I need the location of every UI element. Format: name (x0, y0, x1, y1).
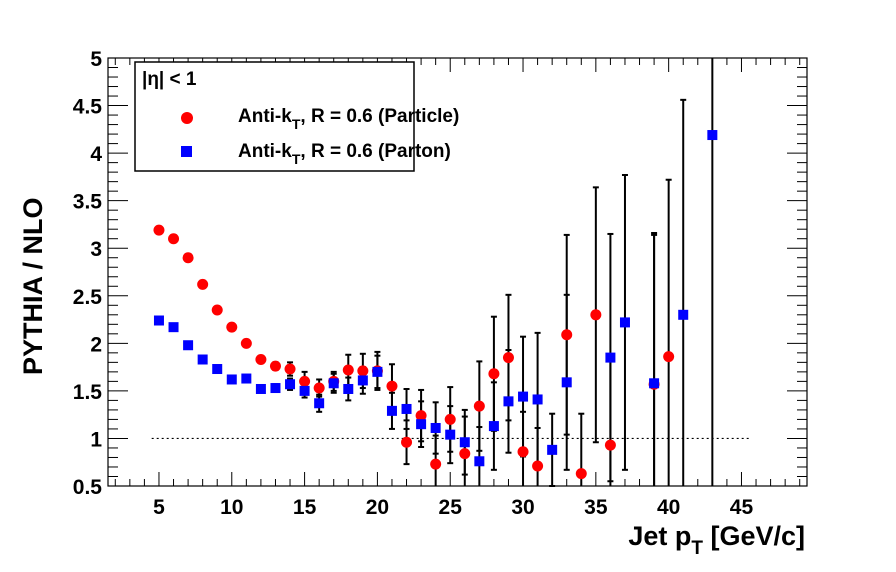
parton-point (314, 398, 325, 409)
particle-point (168, 233, 180, 245)
particle-point (488, 368, 500, 380)
particle-point (663, 351, 675, 363)
x-tick-label: 25 (439, 496, 463, 519)
x-tick-label: 20 (366, 496, 389, 519)
particle-point (415, 410, 427, 422)
parton-point (649, 378, 660, 389)
parton-point (270, 383, 281, 394)
x-tick-label: 15 (293, 496, 317, 519)
legend-marker-parton (181, 146, 192, 157)
parton-point (459, 437, 470, 448)
y-tick-label: 5 (90, 48, 102, 71)
particle-point (284, 363, 296, 375)
particle-point (153, 224, 165, 236)
x-tick-label: 30 (511, 496, 534, 519)
particle-point (182, 252, 194, 264)
parton-point (328, 378, 339, 389)
particle-point (255, 354, 267, 366)
particle-point (226, 321, 238, 333)
parton-point (168, 322, 179, 333)
particle-point (401, 436, 413, 448)
particle-point (240, 337, 252, 349)
x-tick-label: 45 (730, 496, 754, 519)
y-tick-label: 4.5 (73, 96, 103, 119)
particle-point (590, 309, 602, 321)
parton-point (503, 396, 514, 407)
x-tick-label: 35 (584, 496, 608, 519)
particle-point (430, 458, 442, 470)
parton-point (474, 456, 485, 467)
x-tick-label: 40 (657, 496, 680, 519)
legend: |η| < 1 Anti-kT, R = 0.6 (Particle) Anti… (134, 61, 459, 172)
particle-point (517, 446, 529, 458)
data-markers (153, 130, 718, 480)
parton-point (212, 364, 223, 375)
particle-point (269, 360, 281, 372)
parton-point (183, 340, 194, 351)
parton-point (372, 366, 383, 377)
parton-point (430, 422, 441, 433)
y-tick-label: 1.5 (73, 381, 103, 404)
particle-point (561, 329, 573, 341)
particle-point (386, 380, 398, 392)
y-tick-label: 0.5 (73, 476, 103, 499)
legend-header: |η| < 1 (142, 69, 197, 90)
parton-point (547, 444, 558, 455)
parton-point (255, 383, 266, 394)
parton-point (619, 317, 630, 328)
y-tick-label: 2 (90, 333, 102, 356)
plot-frame (107, 57, 808, 487)
particle-point (444, 413, 456, 425)
parton-point (401, 403, 412, 414)
parton-point (561, 377, 572, 388)
y-tick-label: 3 (90, 238, 102, 261)
parton-point (357, 375, 368, 386)
legend-label-parton: Anti-kT, R = 0.6 (Parton) (238, 141, 451, 167)
particle-point (473, 400, 485, 412)
y-tick-label: 3.5 (73, 191, 103, 214)
parton-point (343, 383, 354, 394)
legend-label-particle: Anti-kT, R = 0.6 (Particle) (238, 106, 459, 132)
parton-point (226, 374, 237, 385)
y-axis-title: PYTHIA / NLO (18, 197, 48, 375)
y-tick-label: 1 (90, 428, 102, 451)
particle-point (211, 304, 223, 316)
particle-point (299, 375, 311, 387)
parton-point (605, 352, 616, 363)
particle-point (342, 364, 354, 376)
parton-point (285, 379, 296, 390)
y-axis: 0.5 1 1.5 2 2.5 3 3.5 4 4.5 5 (73, 48, 807, 499)
x-tick-label: 5 (153, 496, 165, 519)
y-tick-label: 2.5 (73, 286, 103, 309)
parton-point (241, 373, 252, 384)
parton-point (386, 405, 397, 416)
parton-point (416, 419, 427, 430)
particle-point (502, 352, 514, 364)
particle-point (575, 468, 587, 480)
parton-point (153, 315, 164, 326)
parton-point (299, 385, 310, 396)
legend-marker-particle (181, 112, 193, 124)
particle-point (604, 439, 616, 451)
parton-point (445, 429, 456, 440)
parton-point (707, 130, 718, 141)
parton-point (488, 421, 499, 432)
parton-point (678, 309, 689, 320)
parton-point (197, 354, 208, 365)
parton-point (532, 394, 543, 405)
y-tick-label: 4 (90, 143, 102, 166)
x-tick-label: 10 (220, 496, 243, 519)
particle-point (313, 382, 325, 394)
particle-point (459, 448, 471, 460)
x-axis-title: Jet pT [GeV/c] (628, 521, 805, 559)
particle-point (532, 460, 544, 472)
particle-point (197, 278, 209, 290)
parton-point (518, 391, 529, 402)
particle-point (357, 365, 369, 377)
